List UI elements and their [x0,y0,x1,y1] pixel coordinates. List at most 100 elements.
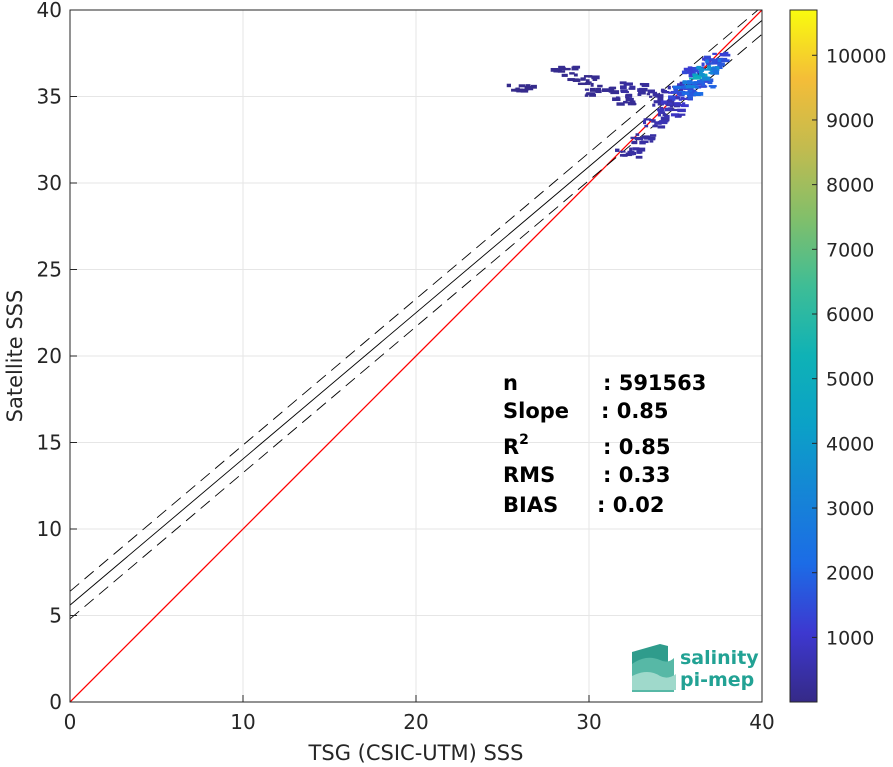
density-cell [580,77,586,81]
colorbar-tick-label: 7000 [826,239,874,261]
density-cell [657,96,664,101]
density-cell [631,103,637,106]
density-cell [689,89,696,93]
density-cell [663,89,668,94]
density-cell [692,73,698,77]
density-cell [678,94,685,97]
density-cell [678,113,686,116]
density-cell [708,71,714,74]
density-cell [515,87,520,92]
density-cell [661,102,668,105]
x-tick-label: 20 [403,710,428,734]
density-cell [658,120,668,125]
density-cell [653,100,663,104]
stat-slope-value: : 0.85 [601,399,669,423]
density-cell [628,87,636,90]
density-cell [682,70,692,74]
density-cell [573,73,578,77]
density-cell [693,93,700,96]
density-cell [620,90,629,94]
density-cell [615,148,620,152]
density-cell [648,138,656,141]
density-cell [583,75,593,78]
density-cell [703,68,711,71]
density-cell [681,92,690,95]
density-cell [678,98,682,101]
stats-box: n : 591563 Slope : 0.85 R2 : 0.85 RMS : … [503,371,706,517]
density-cell [677,108,686,113]
density-cell [688,81,698,84]
density-cell [629,85,636,89]
density-cell [584,88,590,91]
density-cell [712,70,719,73]
density-cell [701,84,707,88]
stat-bias-label: BIAS [503,493,558,517]
density-cell [636,137,644,141]
density-cell [511,88,517,92]
density-cell [657,113,662,117]
density-cell [557,70,566,73]
density-cell [591,75,600,80]
axis-ticks: 0 10 20 30 40 0 5 10 15 20 25 30 35 40 [37,0,775,734]
density-cell [685,84,693,89]
density-cell [558,65,565,70]
density-cell [639,87,648,92]
density-cell [646,93,651,96]
density-cell [612,97,621,102]
density-cell [705,59,709,63]
density-cell [585,81,590,85]
x-tick-label: 30 [576,710,601,734]
density-cell [619,154,628,157]
stat-n-label: n [503,371,518,395]
colorbar-tick-label: 10000 [826,45,886,67]
density-cell [610,90,620,95]
density-cell [707,81,713,85]
density-cell [619,81,627,85]
density-cell [609,86,617,90]
density-cell [682,80,691,85]
density-cell [595,89,602,94]
colorbar-tick-label: 3000 [826,498,874,520]
y-tick-label: 10 [37,517,62,541]
density-cell [571,66,579,71]
x-tick-label: 10 [230,710,255,734]
density-cell [644,124,649,128]
colorbar-ticks: 1000 2000 3000 4000 5000 6000 7000 8000 9000 1000… [812,45,886,649]
density-cell [664,107,672,112]
density-cell [701,62,705,67]
stat-rms-value: : 0.33 [603,463,671,487]
density-cell [694,70,702,73]
density-cell [708,59,714,62]
density-cell [654,121,662,125]
density-cell [641,83,649,87]
density-cell [679,81,683,85]
density-cell [589,93,596,97]
density-cell [550,67,559,72]
density-cell [669,104,674,108]
colorbar-tick-label: 6000 [826,304,874,326]
density-cell [635,133,640,136]
density-cell [680,96,685,100]
density-cell [707,65,712,70]
y-tick-label: 20 [37,344,62,368]
stat-r2-value: : 0.85 [603,435,671,459]
density-cell [652,103,656,107]
density-cell [590,82,594,87]
density-cell [629,100,636,104]
density-cell [630,152,635,156]
density-cell [647,89,655,94]
density-cell [638,90,644,94]
density-cell [616,102,625,106]
density-cell [563,68,571,71]
density-cell [694,86,699,89]
density-cell [629,147,633,152]
density-cell [641,135,650,139]
density-cell [627,150,635,153]
density-cell [712,52,717,55]
density-cell [689,77,695,80]
density-cell [631,141,638,145]
density-cell [518,84,526,88]
density-cell [687,88,693,93]
density-cell [699,71,703,75]
density-cell [630,136,637,139]
